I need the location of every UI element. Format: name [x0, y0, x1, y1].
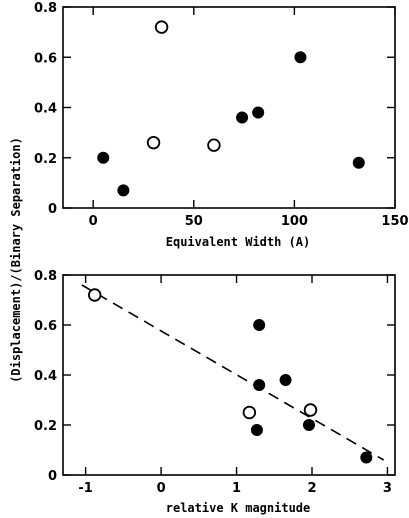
bottom-filled-point: [253, 379, 266, 391]
top-panel: 0 50 100 150 0 0.2 0.4 0.6 0.8: [34, 1, 409, 229]
bottom-filled-point: [253, 319, 266, 331]
bottom-filled-point: [302, 419, 315, 431]
top-open-point: [207, 138, 221, 152]
top-filled-point: [294, 51, 307, 64]
top-plot-frame: [62, 6, 396, 209]
bottom-fit-line: [81, 284, 385, 461]
bottom-filled-point: [279, 374, 292, 386]
top-filled-point: [352, 156, 365, 169]
top-open-point: [146, 135, 161, 150]
top-x-tick-label: 0: [89, 214, 98, 229]
bottom-y-tick-label: 0.6: [34, 319, 57, 334]
top-y-tick-label: 0.2: [34, 152, 57, 167]
top-filled-point: [117, 184, 130, 197]
bottom-x-tick-label: 0: [157, 481, 166, 496]
bottom-plot-frame: [62, 274, 396, 476]
bottom-y-tick-label: 0: [48, 469, 57, 484]
top-filled-point: [236, 111, 249, 124]
top-x-tick-label: 100: [281, 214, 308, 229]
bottom-y-tick-label: 0.8: [34, 269, 57, 284]
top-filled-point: [252, 106, 265, 119]
bottom-panel: -1 0 1 2 3 0 0.2 0.4 0.6 0.8: [34, 269, 396, 496]
top-filled-point: [97, 151, 110, 164]
bottom-open-point: [242, 405, 257, 420]
bottom-y-tick-label: 0.2: [34, 419, 57, 434]
top-x-axis-label: Equivalent Width (A): [166, 235, 311, 249]
top-y-tick-label: 0.4: [34, 102, 57, 117]
bottom-filled-point: [250, 424, 263, 436]
top-y-tick-label: 0.6: [34, 51, 57, 66]
bottom-open-point: [303, 403, 318, 417]
top-open-point: [154, 20, 169, 34]
top-y-tick-label: 0: [48, 202, 57, 217]
top-y-tick-label: 0.8: [34, 1, 57, 16]
bottom-x-tick-label: 3: [383, 481, 392, 496]
bottom-open-point: [87, 288, 102, 302]
shared-y-axis-label: (Displacement)/(Binary Separation): [9, 137, 23, 383]
bottom-x-tick-label: -1: [78, 481, 92, 496]
bottom-x-tick-label: 1: [232, 481, 241, 496]
bottom-filled-point: [360, 451, 373, 464]
bottom-y-tick-label: 0.4: [34, 369, 57, 384]
top-x-tick-label: 150: [381, 214, 408, 229]
top-x-tick-label: 50: [185, 214, 203, 229]
bottom-x-tick-label: 2: [307, 481, 316, 496]
bottom-x-axis-label: relative K magnitude: [166, 501, 311, 515]
